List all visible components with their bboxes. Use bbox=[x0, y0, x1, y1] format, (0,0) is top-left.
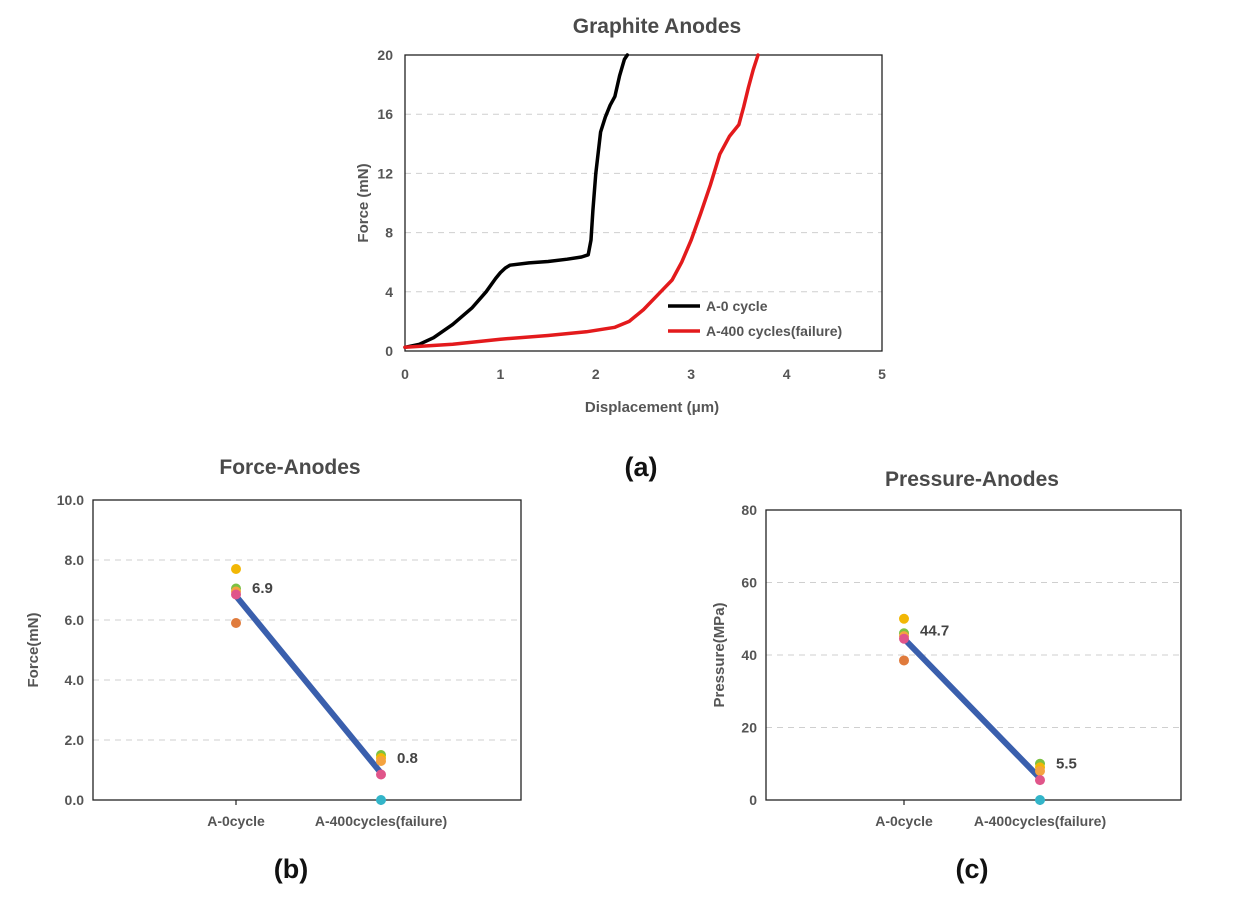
chart-b-plot-frame bbox=[92, 499, 522, 801]
chart-c-y-tick-label: 80 bbox=[741, 502, 757, 518]
chart-c-mean-label: 44.7 bbox=[920, 623, 949, 640]
chart-a-x-tick-label: 2 bbox=[592, 366, 600, 382]
chart-b-mean-line bbox=[233, 593, 384, 776]
chart-b-y-tick-label: 0.0 bbox=[65, 792, 85, 808]
panel-label-b: (b) bbox=[274, 854, 308, 884]
chart-b-x-tick-label: A-0cycle bbox=[207, 813, 265, 829]
chart-c-data-point bbox=[1035, 775, 1045, 786]
chart-a-x-axis-label: Displacement (μm) bbox=[585, 399, 719, 416]
chart-c-y-tick-label: 20 bbox=[741, 720, 757, 736]
chart-a-x-tick-label: 1 bbox=[497, 366, 505, 382]
chart-c-y-tick-label: 40 bbox=[741, 647, 757, 663]
chart-c-data-point bbox=[899, 655, 909, 666]
chart-force-anodes: Force-Anodes 0.0 2.0 4.0 6.0 8.0 10.0 A-0cycl… bbox=[25, 456, 522, 829]
chart-b-y-tick-label: 10.0 bbox=[57, 492, 84, 508]
chart-c-y-axis-label: Pressure(MPa) bbox=[711, 602, 728, 707]
chart-a-y-tick-label: 8 bbox=[385, 225, 393, 241]
chart-c-data-point bbox=[899, 613, 909, 624]
chart-a-x-tick-label: 3 bbox=[687, 366, 695, 382]
series-line-a-400-cycles-failure bbox=[403, 53, 760, 350]
chart-a-title: Graphite Anodes bbox=[573, 15, 741, 38]
chart-b-y-axis-label: Force(mN) bbox=[25, 612, 42, 687]
chart-c-x-tick-label: A-0cycle bbox=[875, 813, 933, 829]
chart-c-y-tick-label: 60 bbox=[741, 575, 757, 591]
chart-b-x-tick-label: A-400cycles(failure) bbox=[315, 813, 447, 829]
chart-a-x-tick-label: 4 bbox=[783, 366, 791, 382]
chart-c-data-point bbox=[899, 633, 909, 644]
chart-b-mean-label: 0.8 bbox=[397, 750, 418, 767]
chart-a-x-tick-label: 5 bbox=[878, 366, 886, 382]
chart-b-y-tick-label: 8.0 bbox=[65, 552, 85, 568]
chart-b-data-point bbox=[231, 564, 241, 574]
chart-a-y-tick-label: 12 bbox=[377, 165, 393, 181]
chart-pressure-anodes: Pressure-Anodes 0 20 40 60 80 A-0cycle A-400c… bbox=[711, 468, 1182, 829]
chart-a-y-tick-label: 4 bbox=[385, 284, 393, 300]
panel-label-c: (c) bbox=[956, 854, 989, 884]
chart-c-data-point bbox=[1035, 766, 1045, 776]
chart-c-data-point bbox=[1035, 795, 1045, 805]
series-line-a-0-cycle bbox=[403, 53, 630, 350]
chart-a-y-axis-label: Force (mN) bbox=[355, 163, 372, 242]
chart-b-y-tick-label: 6.0 bbox=[65, 612, 85, 628]
chart-b-mean-label: 6.9 bbox=[252, 580, 273, 597]
chart-b-data-point bbox=[376, 756, 386, 766]
chart-a-plot-frame bbox=[404, 54, 883, 352]
legend-label-a-0-cycle: A-0 cycle bbox=[706, 298, 768, 314]
legend-label-a-400-cycles: A-400 cycles(failure) bbox=[706, 323, 842, 339]
panel-label-a: (a) bbox=[625, 452, 658, 482]
chart-a-y-tick-label: 20 bbox=[377, 47, 393, 63]
chart-c-plot-frame bbox=[765, 509, 1182, 801]
chart-b-data-point bbox=[376, 795, 386, 805]
chart-b-data-point bbox=[231, 618, 241, 628]
chart-b-data-point bbox=[376, 769, 386, 780]
chart-c-y-tick-label: 0 bbox=[749, 792, 757, 808]
chart-b-y-tick-label: 4.0 bbox=[65, 672, 85, 688]
chart-a-legend: A-0 cycle A-400 cycles(failure) bbox=[668, 298, 842, 339]
chart-b-y-tick-label: 2.0 bbox=[65, 732, 85, 748]
chart-c-x-tick-label: A-400cycles(failure) bbox=[974, 813, 1106, 829]
chart-a-y-tick-label: 0 bbox=[385, 343, 393, 359]
chart-c-title: Pressure-Anodes bbox=[885, 468, 1059, 491]
chart-a-y-tick-label: 16 bbox=[377, 106, 393, 122]
chart-b-title: Force-Anodes bbox=[219, 456, 360, 479]
chart-c-mean-label: 5.5 bbox=[1056, 755, 1077, 772]
chart-c-mean-line bbox=[901, 635, 1043, 782]
chart-b-data-point bbox=[231, 589, 241, 600]
chart-a-x-tick-label: 0 bbox=[401, 366, 409, 382]
